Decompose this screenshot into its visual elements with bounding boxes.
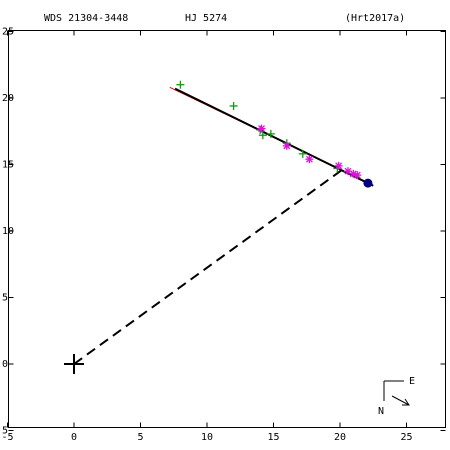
y-tick-label: 10 — [2, 226, 14, 237]
fit-lines — [73, 86, 374, 365]
marker-stroke — [258, 125, 265, 133]
plus-marker — [266, 129, 275, 138]
motion-arrow-shaft — [391, 395, 410, 406]
marker-stroke — [344, 167, 352, 175]
x-tick-label: 25 — [400, 432, 412, 443]
y-tick-label: 0 — [2, 359, 8, 370]
x-tick-label: 15 — [267, 432, 279, 443]
y-tick-label: 20 — [2, 93, 14, 104]
plus-marker — [258, 131, 267, 140]
y-tick-label: 5 — [2, 426, 8, 437]
x-tick-label: 10 — [201, 432, 213, 443]
wds-id-label: WDS 21304-3448 — [44, 13, 128, 24]
plus-marker — [298, 149, 307, 158]
y-tick-label: 25 — [2, 27, 14, 38]
data-markers — [64, 80, 373, 374]
reference-label: (Hrt2017a) — [345, 13, 405, 24]
orbit-fit-line — [174, 87, 374, 187]
x-tick-label: 5 — [137, 432, 143, 443]
current-position-dot — [363, 178, 373, 188]
marker-stroke — [349, 170, 357, 178]
x-tick-label: -5 — [1, 432, 13, 443]
marker-stroke — [283, 142, 291, 150]
asterisk-marker — [282, 141, 291, 150]
plus-marker — [229, 101, 238, 110]
asterisk-marker — [334, 161, 343, 170]
asterisk-marker — [257, 124, 266, 133]
asterisk-marker — [349, 169, 358, 178]
axis-ticks: -5 0 5 10 15 20 25 25 20 15 10 5 0 5 — [1, 27, 446, 443]
plot-frame — [8, 30, 446, 428]
marker-stroke — [353, 171, 361, 179]
x-tick-label: 0 — [71, 432, 77, 443]
compass-east-label: E — [409, 376, 415, 387]
compass-north-label: N — [378, 406, 384, 417]
motion-arrow-head — [402, 398, 410, 406]
x-tick-label: 20 — [334, 432, 346, 443]
separation-dashed-line — [73, 167, 345, 365]
y-tick-label: 5 — [2, 293, 8, 304]
y-tick-label: 15 — [2, 160, 14, 171]
asterisk-marker — [353, 171, 362, 180]
asterisk-marker — [305, 155, 314, 164]
plus-marker — [176, 80, 185, 89]
compass: E N — [378, 376, 415, 417]
discoverer-label: HJ 5274 — [185, 13, 227, 24]
marker-stroke — [305, 155, 313, 163]
marker-stroke — [335, 162, 343, 170]
